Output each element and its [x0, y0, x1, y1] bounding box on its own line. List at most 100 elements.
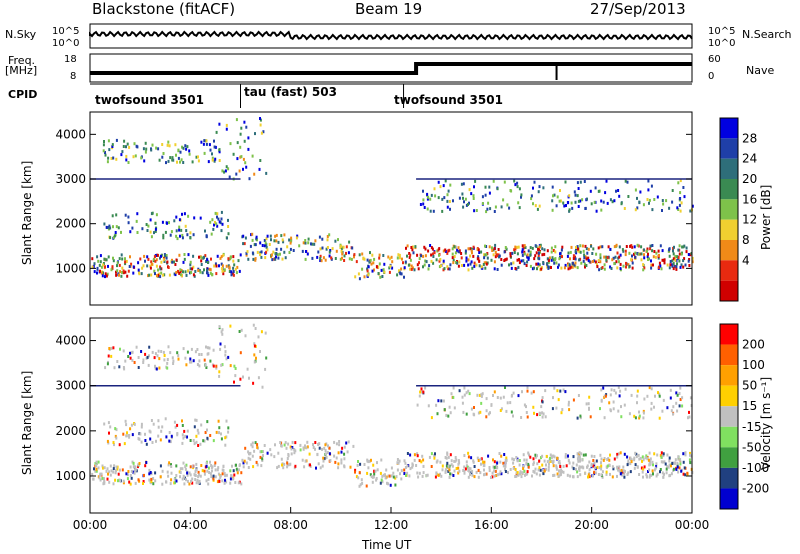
- scatter-cell: [254, 132, 256, 136]
- scatter-cell: [307, 463, 310, 467]
- scatter-cell: [676, 461, 679, 465]
- scatter-cell: [443, 408, 446, 412]
- ytick-label: 2000: [55, 424, 86, 438]
- scatter-cell: [543, 248, 546, 252]
- date-title: 27/Sep/2013: [590, 0, 686, 18]
- scatter-cell: [124, 419, 127, 423]
- scatter-cell: [582, 453, 585, 457]
- scatter-cell: [437, 180, 440, 184]
- scatter-cell: [441, 468, 444, 472]
- scatter-cell: [115, 270, 117, 274]
- scatter-cell: [134, 468, 137, 472]
- scatter-cell: [137, 478, 140, 482]
- scatter-cell: [255, 235, 258, 239]
- scatter-cell: [515, 473, 518, 476]
- scatter-cell: [568, 461, 571, 465]
- scatter-cell: [273, 239, 276, 243]
- scatter-cell: [579, 473, 582, 477]
- scatter-cell: [585, 247, 588, 251]
- scatter-cell: [132, 155, 135, 159]
- scatter-cell: [223, 345, 226, 349]
- scatter-cell: [218, 150, 221, 154]
- scatter-cell: [504, 470, 507, 473]
- scatter-cell: [678, 259, 681, 263]
- scatter-cell: [128, 480, 131, 484]
- scatter-cell: [416, 403, 419, 407]
- scatter-cell: [165, 480, 167, 484]
- scatter-cell: [150, 260, 153, 264]
- scatter-cell: [520, 416, 523, 419]
- scatter-cell: [480, 462, 482, 466]
- scatter-cell: [262, 130, 265, 134]
- scatter-cell: [500, 205, 503, 209]
- scatter-cell: [155, 146, 158, 150]
- scatter-cell: [480, 457, 483, 461]
- scatter-cell: [212, 348, 215, 352]
- scatter-cell: [636, 465, 639, 469]
- scatter-cell: [502, 198, 505, 202]
- scatter-cell: [521, 253, 524, 257]
- scatter-cell: [447, 455, 450, 459]
- scatter-cell: [422, 464, 425, 468]
- scatter-cell: [583, 180, 586, 183]
- scatter-cell: [236, 157, 239, 161]
- scatter-cell: [258, 167, 261, 171]
- scatter-cell: [229, 481, 232, 485]
- scatter-cell: [434, 452, 436, 456]
- scatter-cell: [417, 267, 420, 271]
- scatter-cell: [653, 198, 656, 201]
- scatter-cell: [167, 474, 170, 478]
- scatter-cell: [470, 192, 473, 196]
- scatter-cell: [479, 410, 482, 414]
- scatter-cell: [613, 262, 616, 266]
- scatter-cell: [173, 420, 176, 424]
- scatter-cell: [588, 395, 591, 399]
- scatter-cell: [220, 262, 223, 266]
- scatter-cell: [403, 459, 406, 463]
- colorbar-frame: [719, 323, 739, 510]
- scatter-cell: [116, 360, 119, 363]
- scatter-cell: [233, 380, 235, 384]
- scatter-cell: [285, 446, 288, 450]
- scatter-cell: [197, 481, 200, 485]
- scatter-cell: [186, 145, 189, 149]
- velocity-colorbar-tick: 50: [742, 379, 757, 393]
- scatter-cell: [184, 270, 187, 274]
- scatter-cell: [504, 386, 506, 389]
- scatter-cell: [648, 451, 651, 455]
- scatter-cell: [340, 246, 343, 250]
- scatter-cell: [558, 469, 560, 473]
- power-scatter: [91, 117, 694, 281]
- scatter-cell: [241, 458, 244, 462]
- scatter-cell: [547, 260, 550, 264]
- scatter-cell: [587, 473, 590, 477]
- noise-sky-line: [89, 30, 693, 41]
- scatter-cell: [340, 249, 343, 253]
- scatter-cell: [254, 327, 257, 330]
- scatter-cell: [616, 465, 619, 469]
- scatter-cell: [499, 470, 502, 474]
- scatter-cell: [424, 254, 427, 258]
- scatter-cell: [215, 364, 218, 368]
- scatter-cell: [319, 247, 322, 251]
- scatter-cell: [668, 463, 671, 467]
- scatter-cell: [146, 264, 149, 268]
- scatter-cell: [170, 463, 172, 467]
- scatter-cell: [445, 464, 448, 468]
- scatter-cell: [326, 235, 329, 238]
- scatter-cell: [307, 241, 310, 245]
- scatter-cell: [575, 467, 577, 471]
- scatter-cell: [382, 254, 385, 257]
- scatter-cell: [232, 259, 235, 263]
- scatter-cell: [250, 443, 253, 447]
- scatter-cell: [251, 445, 254, 449]
- scatter-cell: [534, 455, 537, 459]
- scatter-cell: [468, 188, 471, 192]
- power-colorbar-tick: 24: [742, 152, 757, 166]
- scatter-cell: [333, 454, 336, 458]
- scatter-cell: [483, 468, 485, 472]
- scatter-cell: [345, 441, 348, 445]
- scatter-cell: [221, 363, 224, 367]
- scatter-cell: [589, 415, 592, 419]
- xaxis-title: Time UT: [362, 538, 412, 552]
